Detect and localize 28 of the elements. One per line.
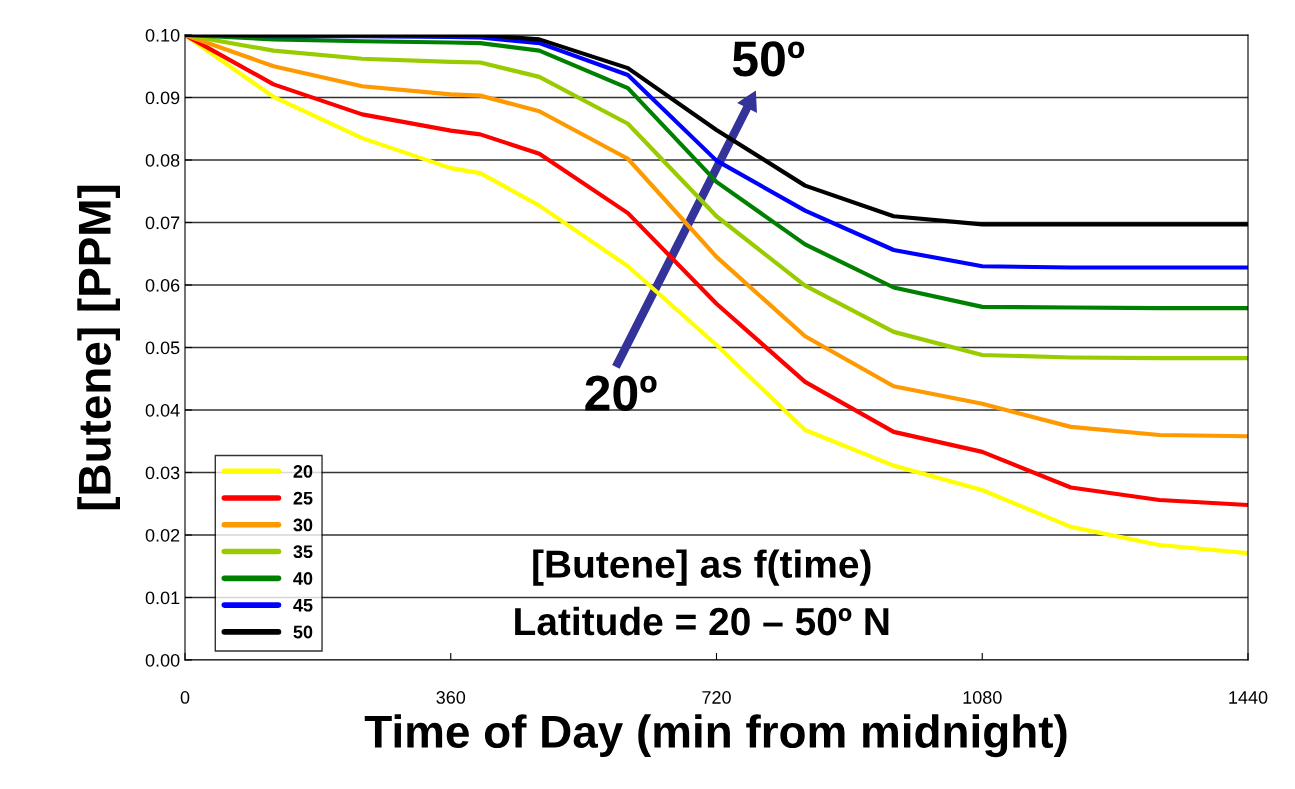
- x-tick-label: 1440: [1229, 691, 1268, 704]
- x-tick-label: 720: [702, 691, 731, 704]
- y-tick-label: 0.02: [145, 528, 180, 542]
- legend-label: 50: [293, 625, 313, 639]
- y-tick-label: 0.05: [145, 341, 180, 355]
- y-tick-label: 0.08: [145, 153, 180, 167]
- legend-label: 30: [293, 518, 313, 532]
- annotation: 20º: [585, 375, 657, 411]
- x-tick-label: 1080: [963, 691, 1002, 704]
- y-tick-label: 0.09: [145, 91, 180, 105]
- annotation: [Butene] as f(time) Latitude = 20 – 50º N: [515, 549, 889, 636]
- y-tick-label: 0.00: [145, 653, 180, 667]
- x-tick-label: 360: [436, 691, 466, 704]
- legend-label: 20: [293, 465, 313, 478]
- x-axis-title: Time of Day (min from midnight): [364, 714, 1067, 758]
- y-tick-label: 0.06: [145, 278, 180, 292]
- y-tick-label: 0.04: [145, 403, 180, 417]
- y-tick-label: 0.10: [145, 28, 180, 42]
- y-tick-label: 0.07: [145, 216, 180, 230]
- legend-label: 35: [293, 545, 313, 559]
- legend-label: 40: [293, 572, 313, 585]
- x-tick-label: 0: [180, 691, 190, 704]
- legend-label: 45: [293, 599, 313, 612]
- y-axis-title: [Butene] [PPM]: [77, 185, 120, 510]
- legend-label: 25: [293, 491, 313, 505]
- y-tick-label: 0.01: [145, 591, 180, 605]
- annotation: 50º: [732, 41, 805, 77]
- y-tick-label: 0.03: [145, 466, 180, 480]
